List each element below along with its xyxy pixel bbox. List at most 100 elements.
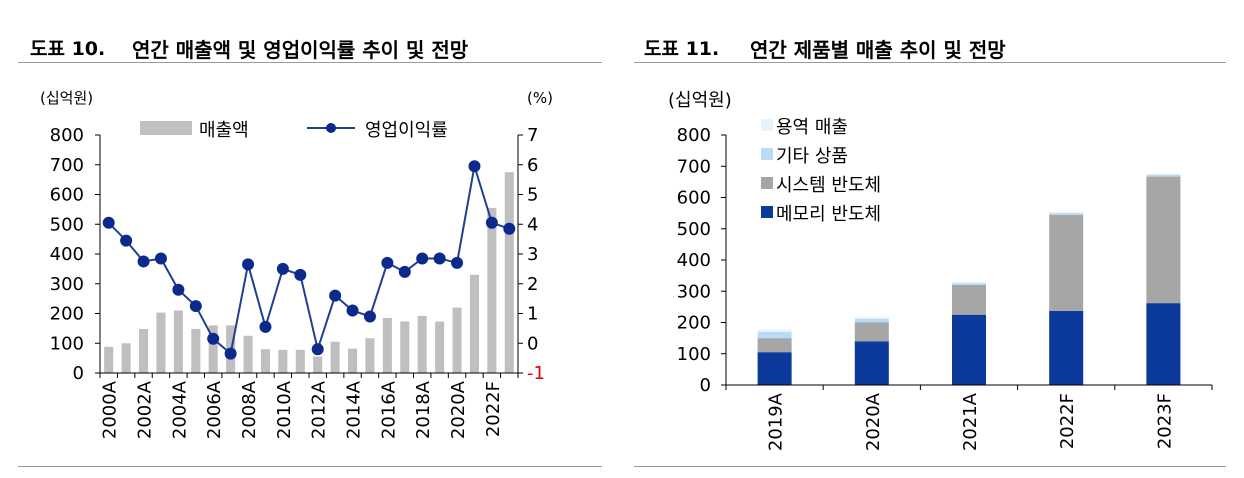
- x-axis-tick-label: 2000A: [100, 380, 121, 439]
- right-axis-tick-label: 7: [527, 125, 538, 146]
- revenue-bar: [417, 315, 427, 373]
- stacked-bar-segment: [854, 318, 889, 323]
- y-axis-tick-label: 100: [677, 344, 711, 365]
- figure-10-title: 연간 매출액 및 영업이익률 추이 및 전망: [132, 38, 469, 62]
- legend-label: 용역 매출: [776, 117, 848, 138]
- right-axis-tick-label: 5: [527, 185, 538, 206]
- left-axis-tick-label: 300: [50, 274, 84, 295]
- revenue-bar: [435, 321, 445, 373]
- x-axis-tick-label: 2010A: [274, 380, 295, 439]
- stacked-bar-segment: [854, 341, 889, 385]
- operating-margin-point: [294, 268, 307, 281]
- left-axis-tick-label: 100: [50, 333, 84, 354]
- stacked-bar-segment: [951, 314, 987, 385]
- x-axis-tick-label: 2022F: [483, 381, 504, 437]
- revenue-bar: [208, 325, 218, 373]
- y-axis-tick-label: 500: [677, 219, 711, 240]
- operating-margin-point: [137, 255, 150, 268]
- legend-swatch: [761, 148, 773, 160]
- right-axis-tick-label: 3: [527, 244, 538, 265]
- revenue-bar: [260, 349, 270, 373]
- stacked-bar-segment: [854, 316, 889, 319]
- x-axis-tick-label: 2020A: [863, 392, 884, 451]
- revenue-bar: [504, 172, 514, 373]
- figure-11-label: 도표 11.: [644, 38, 720, 60]
- product-revenue-chart: (십억원) 0 100 200 300 400 500 600 700 800 2019A 2020A…: [668, 90, 1213, 451]
- x-axis-tick-label: 2012A: [309, 380, 330, 439]
- revenue-bar: [173, 310, 183, 373]
- y-axis-tick-label: 200: [677, 313, 711, 334]
- legend-swatch: [761, 119, 773, 131]
- legend-revenue-swatch: [140, 121, 192, 135]
- revenue-bar: [139, 328, 149, 373]
- stacked-bar-segment: [1049, 211, 1084, 214]
- stacked-bar-segment: [1146, 303, 1181, 385]
- legend-label: 메모리 반도체: [776, 204, 881, 225]
- x-axis-tick-label: 2019A: [766, 392, 787, 451]
- left-axis-tick-label: 700: [50, 155, 84, 176]
- revenue-bar: [452, 307, 462, 373]
- stacked-bar-segment: [1146, 174, 1181, 177]
- operating-margin-point: [189, 300, 202, 313]
- revenue-bar: [191, 328, 201, 373]
- revenue-margin-chart: (십억원) (%) 0 100 200 300 400 500 600 700 800 -1 0 1 2 3 4…: [40, 89, 553, 439]
- x-axis-tick-label: 2018A: [413, 380, 434, 439]
- operating-margin-point: [224, 347, 237, 360]
- x-axis-tick-label: 2022F: [1057, 393, 1078, 449]
- operating-margin-point: [329, 289, 342, 302]
- revenue-bar: [348, 348, 358, 373]
- operating-margin-point: [468, 160, 481, 173]
- x-axis-tick-label: 2020A: [448, 380, 469, 439]
- operating-margin-point: [154, 252, 167, 265]
- revenue-bar: [330, 341, 340, 373]
- operating-margin-point: [433, 252, 446, 265]
- legend-swatch: [761, 206, 773, 218]
- y-axis-tick-label: 600: [677, 188, 711, 209]
- legend-margin-label: 영업이익률: [365, 120, 448, 141]
- figure-11-title: 연간 제품별 매출 추이 및 전망: [750, 38, 1006, 62]
- revenue-bar: [104, 346, 114, 373]
- stacked-bar-segment: [1146, 173, 1181, 175]
- figure-10-top-rule: [18, 62, 602, 63]
- x-axis-tick-label: 2008A: [239, 380, 260, 439]
- operating-margin-point: [503, 222, 516, 235]
- stacked-bar-segment: [757, 331, 792, 339]
- left-axis-tick-label: 0: [73, 363, 84, 384]
- operating-margin-point: [363, 310, 376, 323]
- y-axis-tick-label: 0: [700, 375, 711, 396]
- stacked-bar-segment: [951, 281, 987, 284]
- operating-margin-point: [381, 256, 394, 269]
- figure-10-panel: 도표 10. 연간 매출액 및 영업이익률 추이 및 전망 (십억원) (%) 0 1…: [0, 0, 612, 478]
- revenue-bar: [313, 356, 323, 373]
- stacked-bar-segment: [951, 285, 987, 315]
- x-axis-tick-label: 2006A: [204, 380, 225, 439]
- stacked-bar-segment: [757, 338, 792, 353]
- revenue-bar: [382, 317, 392, 373]
- right-axis-tick-label: 6: [527, 155, 538, 176]
- left-axis-tick-label: 200: [50, 304, 84, 325]
- stacked-bar-segment: [1146, 176, 1181, 304]
- x-axis-tick-label: 2002A: [135, 380, 156, 439]
- y-axis-tick-label: 300: [677, 281, 711, 302]
- x-axis-tick-label: 2021A: [960, 392, 981, 451]
- figure-11-bottom-rule: [634, 466, 1226, 467]
- figure-10-bottom-rule: [18, 466, 602, 467]
- revenue-bar: [469, 274, 479, 373]
- x-axis-tick-label: 2023F: [1154, 393, 1175, 449]
- operating-margin-point: [120, 234, 133, 247]
- figure-10-header: 도표 10. 연간 매출액 및 영업이익률 추이 및 전망: [0, 28, 612, 64]
- y-axis-tick-label: 400: [677, 250, 711, 271]
- right-axis-tick-label: 4: [527, 214, 538, 235]
- stacked-bar-segment: [1049, 310, 1084, 385]
- operating-margin-point: [102, 216, 115, 229]
- stacked-bar-segment: [854, 322, 889, 342]
- left-axis-tick-label: 500: [50, 214, 84, 235]
- operating-margin-point: [451, 256, 464, 269]
- left-axis-unit: (십억원): [40, 89, 93, 107]
- y-axis-unit: (십억원): [668, 90, 732, 111]
- revenue-bar: [365, 338, 375, 373]
- operating-margin-point: [242, 258, 255, 271]
- y-axis-tick-label: 700: [677, 156, 711, 177]
- x-axis-tick-label: 2014A: [344, 380, 365, 439]
- stacked-bar-segment: [1049, 214, 1084, 311]
